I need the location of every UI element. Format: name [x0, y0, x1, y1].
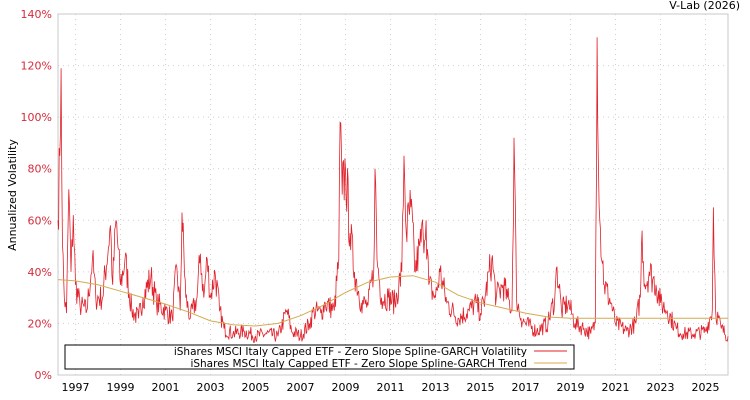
trend-line: [57, 275, 728, 327]
chart-title: V-Lab (2026): [669, 0, 740, 12]
legend: iShares MSCI Italy Capped ETF - Zero Slo…: [64, 344, 575, 370]
y-tick-label: 60%: [28, 214, 52, 227]
x-tick-label: 2003: [197, 381, 225, 394]
series-group: [57, 37, 729, 344]
x-tick-label: 2017: [512, 381, 540, 394]
y-tick-label: 140%: [21, 8, 52, 21]
x-tick-label: 2013: [422, 381, 450, 394]
y-tick-label: 20%: [28, 317, 52, 330]
x-axis: 1997 1999 2001 2003 2005 2007 2009 2011 2013 2015…: [62, 381, 720, 394]
legend-box: [64, 344, 575, 370]
x-tick-label: 2009: [332, 381, 360, 394]
x-tick-label: 1997: [62, 381, 90, 394]
x-tick-label: 2019: [557, 381, 585, 394]
legend-label-trend: iShares MSCI Italy Capped ETF - Zero Slo…: [190, 358, 527, 370]
x-tick-label: 2025: [692, 381, 720, 394]
x-tick-label: 2007: [287, 381, 315, 394]
grid: [58, 14, 728, 375]
x-tick-label: 2015: [467, 381, 495, 394]
plot-frame: [57, 13, 729, 376]
x-tick-label: 2021: [602, 381, 630, 394]
y-tick-label: 120%: [21, 60, 52, 73]
x-tick-label: 1999: [107, 381, 135, 394]
legend-label-volatility: iShares MSCI Italy Capped ETF - Zero Slo…: [174, 346, 527, 358]
x-tick-label: 2005: [242, 381, 270, 394]
x-tick-label: 2023: [647, 381, 675, 394]
y-axis: 0% 20% 40% 60% 80% 100% 120% 140%: [21, 8, 52, 382]
y-tick-label: 0%: [35, 369, 52, 382]
y-axis-label: Annualized Volatility: [6, 139, 19, 251]
y-tick-label: 40%: [28, 266, 52, 279]
y-tick-label: 80%: [28, 163, 52, 176]
x-tick-label: 2001: [152, 381, 180, 394]
y-tick-label: 100%: [21, 111, 52, 124]
x-tick-label: 2011: [377, 381, 405, 394]
volatility-line: [57, 37, 729, 344]
